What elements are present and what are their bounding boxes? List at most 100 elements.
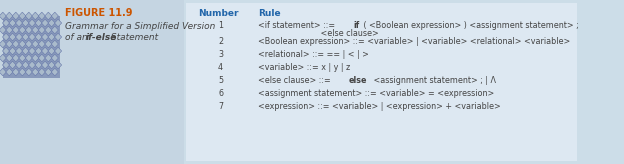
Polygon shape [6,68,13,76]
Polygon shape [48,19,55,27]
Polygon shape [45,26,52,34]
Polygon shape [2,19,9,27]
Polygon shape [41,61,49,69]
Polygon shape [9,47,16,55]
Polygon shape [41,33,49,41]
Text: <variable> ::= x | y | z: <variable> ::= x | y | z [258,63,351,72]
Polygon shape [6,40,13,48]
Polygon shape [25,12,32,20]
Polygon shape [9,33,16,41]
Polygon shape [51,40,59,48]
Polygon shape [0,26,6,34]
Polygon shape [12,68,19,76]
Polygon shape [32,40,39,48]
Polygon shape [22,61,29,69]
Polygon shape [29,47,36,55]
Text: <expression> ::= <variable> | <expression> + <variable>: <expression> ::= <variable> | <expressio… [258,102,501,111]
Polygon shape [19,54,26,62]
Polygon shape [2,47,9,55]
Polygon shape [41,47,49,55]
Text: 1: 1 [218,21,223,30]
Polygon shape [25,26,32,34]
Polygon shape [35,47,42,55]
Polygon shape [38,26,46,34]
Polygon shape [41,19,49,27]
Polygon shape [6,12,13,20]
Polygon shape [45,68,52,76]
Polygon shape [51,12,59,20]
Polygon shape [54,19,62,27]
Polygon shape [48,33,55,41]
Polygon shape [12,40,19,48]
Polygon shape [9,19,16,27]
Text: of an: of an [65,33,90,42]
Text: Rule: Rule [258,9,281,18]
Polygon shape [16,47,22,55]
Polygon shape [32,68,39,76]
Polygon shape [51,54,59,62]
Polygon shape [2,61,9,69]
Text: Grammar for a Simplified Version: Grammar for a Simplified Version [65,22,215,31]
Polygon shape [16,61,22,69]
Polygon shape [54,47,62,55]
Bar [0,0,184,164]
Text: 5: 5 [218,76,223,85]
Polygon shape [48,61,55,69]
Text: 3: 3 [218,50,223,59]
Polygon shape [19,40,26,48]
Text: <assignment statement> ; | Λ: <assignment statement> ; | Λ [371,76,496,85]
Polygon shape [38,54,46,62]
Polygon shape [54,33,62,41]
Polygon shape [35,19,42,27]
Polygon shape [6,26,13,34]
Polygon shape [29,61,36,69]
Polygon shape [35,61,42,69]
Text: Statement: Statement [108,33,158,42]
Polygon shape [38,12,46,20]
Text: <assignment statement> ::= <variable> = <expression>: <assignment statement> ::= <variable> = … [258,89,495,98]
Bar [186,3,577,161]
Polygon shape [51,68,59,76]
Polygon shape [54,61,62,69]
Text: Number: Number [198,9,238,18]
Polygon shape [29,19,36,27]
Polygon shape [32,54,39,62]
Polygon shape [2,33,9,41]
Polygon shape [45,12,52,20]
Polygon shape [12,54,19,62]
Polygon shape [32,12,39,20]
Polygon shape [16,19,22,27]
Polygon shape [19,26,26,34]
Polygon shape [38,68,46,76]
Text: <else clause>: <else clause> [258,29,379,38]
Polygon shape [22,33,29,41]
Polygon shape [6,54,13,62]
Text: 2: 2 [218,37,223,46]
Polygon shape [12,12,19,20]
Polygon shape [22,19,29,27]
Polygon shape [0,40,6,48]
Text: else: else [349,76,367,85]
Polygon shape [45,40,52,48]
Polygon shape [9,61,16,69]
Polygon shape [16,33,22,41]
Text: <relational> ::= == | < | >: <relational> ::= == | < | > [258,50,369,59]
Text: if-else: if-else [85,33,117,42]
Polygon shape [19,68,26,76]
Polygon shape [12,26,19,34]
Text: 7: 7 [218,102,223,111]
Polygon shape [0,12,6,20]
Polygon shape [0,68,6,76]
Polygon shape [19,12,26,20]
Text: FIGURE 11.9: FIGURE 11.9 [65,8,132,18]
Text: ( <Boolean expression> ) <assignment statement> ;: ( <Boolean expression> ) <assignment sta… [361,21,579,30]
Polygon shape [25,40,32,48]
Polygon shape [51,26,59,34]
Polygon shape [45,54,52,62]
Bar [2,16,61,78]
Polygon shape [38,40,46,48]
Polygon shape [35,33,42,41]
Text: 6: 6 [218,89,223,98]
Polygon shape [48,47,55,55]
Polygon shape [32,26,39,34]
